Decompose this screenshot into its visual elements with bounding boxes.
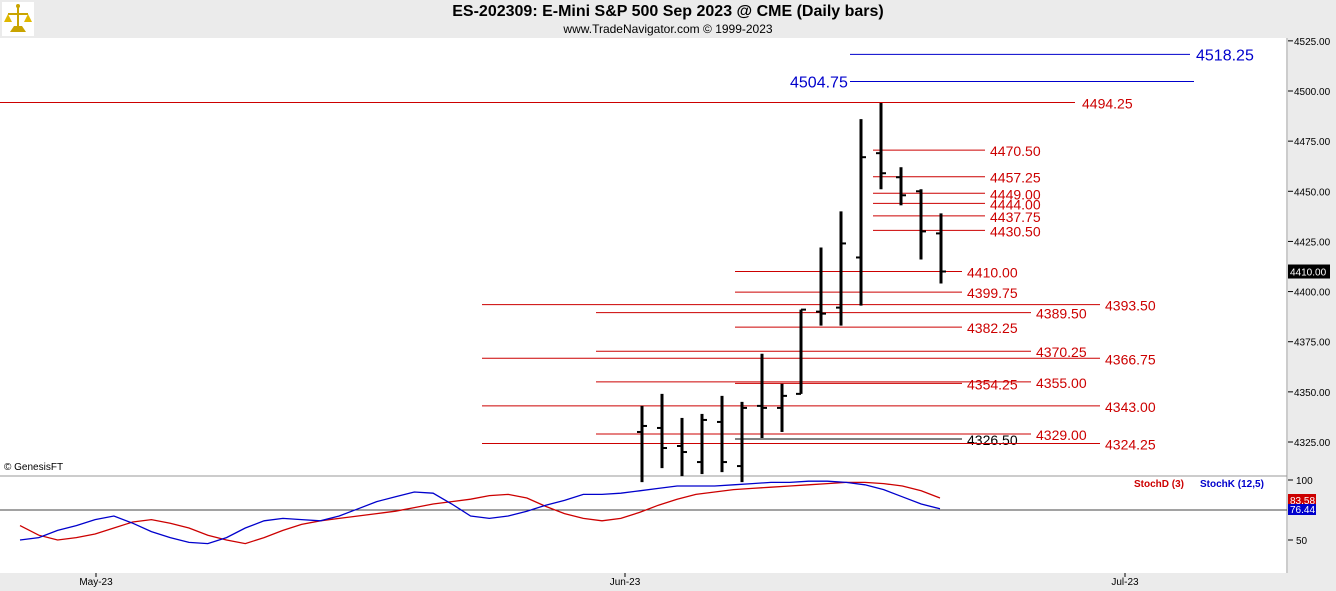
stoch-tick-label: 100	[1296, 476, 1313, 487]
stochD-legend: StochD (3)	[1134, 479, 1184, 490]
level-label: 4343.00	[1105, 399, 1156, 415]
level-label: 4430.50	[990, 223, 1041, 239]
level-label: 4326.50	[967, 432, 1018, 448]
level-label: 4399.75	[967, 285, 1018, 301]
level-label: 4457.25	[990, 170, 1041, 186]
chart-subtitle: www.TradeNavigator.com © 1999-2023	[563, 22, 773, 36]
level-label: 4437.75	[990, 209, 1041, 225]
level-label: 4389.50	[1036, 306, 1087, 322]
chart-frame	[0, 38, 1288, 573]
level-label: 4355.00	[1036, 375, 1087, 391]
stoch-tick-label: 50	[1296, 536, 1308, 547]
price-tick-label: 4475.00	[1294, 137, 1331, 148]
level-label: 4382.25	[967, 320, 1018, 336]
price-tick-label: 4425.00	[1294, 237, 1331, 248]
chart-header: ES-202309: E-Mini S&P 500 Sep 2023 @ CME…	[0, 0, 1336, 38]
price-tick-label: 4450.00	[1294, 187, 1331, 198]
level-label: 4329.00	[1036, 427, 1087, 443]
price-levels: 4494.25 4470.50 4457.254449.004444.004437.…	[0, 47, 1254, 453]
price-tick-label: 4500.00	[1294, 87, 1331, 98]
price-bars	[637, 103, 946, 483]
stochK-line	[19, 480, 941, 545]
level-label: 4494.25	[1082, 96, 1133, 112]
price-tick-label: 4400.00	[1294, 288, 1331, 299]
stochK-last-value: 76.44	[1290, 505, 1315, 516]
level-label: 4470.50	[990, 143, 1041, 159]
stochK-legend: StochK (12,5)	[1200, 479, 1264, 490]
level-label: 4370.25	[1036, 344, 1087, 360]
level-label: 4354.25	[967, 376, 1018, 392]
stochD-line	[19, 481, 941, 545]
last-price-badge	[1288, 264, 1330, 279]
level-label: 4444.00	[990, 196, 1041, 212]
time-tick-label: May-23	[79, 577, 113, 588]
price-tick-label: 4325.00	[1294, 438, 1331, 449]
axis-labels: 4525.00 4500.00 4475.00 4450.00 4425.00 4400.…	[79, 37, 1330, 588]
stochastic-panel: StochD (3) StochK (12,5)	[19, 479, 1264, 545]
level-label: 4449.00	[990, 186, 1041, 202]
projection-label: 4504.75	[790, 74, 848, 91]
stochK-badge	[1288, 504, 1316, 515]
projection-label: 4518.25	[1196, 47, 1254, 64]
copyright-label: © GenesisFT	[4, 462, 64, 473]
level-label: 4393.50	[1105, 298, 1156, 314]
price-tick-label: 4350.00	[1294, 388, 1331, 399]
chart-title: ES-202309: E-Mini S&P 500 Sep 2023 @ CME…	[452, 3, 884, 20]
price-tick-label: 4375.00	[1294, 338, 1331, 349]
last-price-label: 4410.00	[1290, 268, 1327, 279]
time-axis	[0, 573, 1336, 591]
genesis-logo-icon	[2, 2, 34, 36]
stochD-badge	[1288, 494, 1316, 506]
level-label: 4324.25	[1105, 437, 1156, 453]
stochD-last-value: 83.58	[1290, 496, 1315, 507]
time-tick-label: Jun-23	[610, 577, 641, 588]
level-label: 4410.00	[967, 265, 1018, 281]
price-tick-label: 4525.00	[1294, 37, 1331, 48]
time-tick-label: Jul-23	[1111, 577, 1139, 588]
level-label: 4366.75	[1105, 351, 1156, 367]
